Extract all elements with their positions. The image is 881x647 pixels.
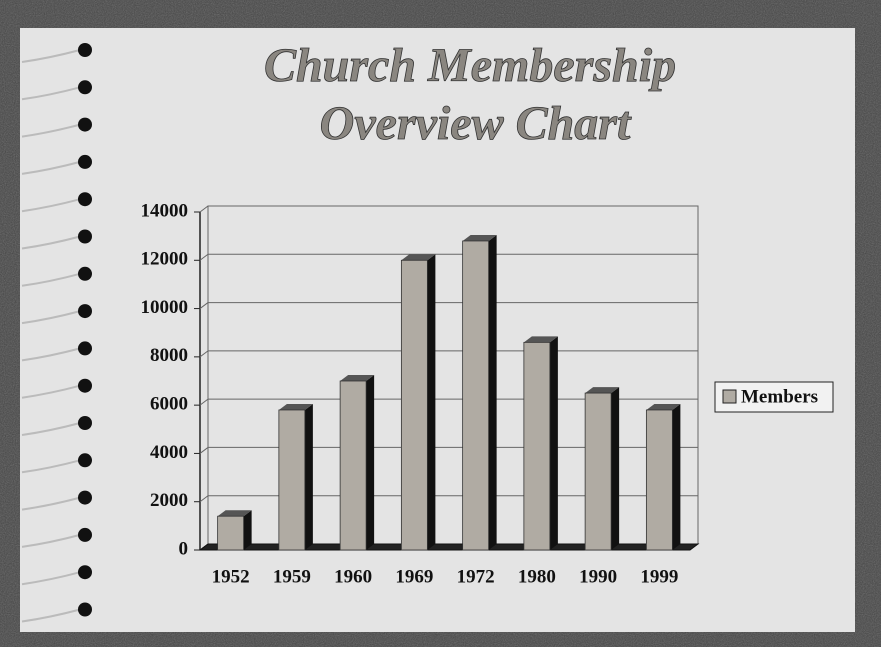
ring-hole [78, 453, 92, 468]
y-tick-label: 12000 [141, 249, 189, 270]
floor [198, 543, 700, 551]
x-tick-label: 1999 [640, 566, 678, 587]
ring-wire [21, 310, 81, 325]
ring-hole [78, 341, 92, 356]
bar [217, 515, 245, 551]
ring-hole [78, 192, 92, 207]
ring-hole [78, 43, 92, 57]
grid-line [199, 350, 209, 358]
bar-side [549, 336, 558, 550]
y-tick-label: 2000 [150, 490, 188, 511]
ring-hole [78, 602, 92, 617]
bar [339, 380, 367, 551]
bar-side [672, 403, 681, 550]
bar-top [523, 336, 558, 343]
x-tick-label: 1972 [457, 566, 495, 587]
grid-line [199, 398, 209, 406]
y-tick-label: 10000 [141, 297, 189, 318]
ring-wire [21, 384, 81, 399]
paper [20, 28, 855, 632]
ring-wire [21, 235, 81, 250]
ring-wire [21, 49, 81, 63]
ring-wire [21, 160, 81, 175]
ring-wire [21, 272, 81, 287]
ring-wire [21, 86, 81, 101]
spiral-binding [21, 43, 92, 623]
chart-title: Church Membership [264, 39, 676, 92]
bar [645, 409, 673, 551]
bar-top [217, 510, 252, 517]
bar-top [462, 234, 497, 241]
y-tick-label: 4000 [150, 442, 188, 463]
ring-wire [21, 608, 81, 623]
ring-hole [78, 565, 92, 580]
ring-wire [21, 123, 81, 138]
x-tick-label: 1990 [579, 566, 617, 587]
y-tick-label: 14000 [141, 200, 189, 221]
y-tick-label: 0 [179, 538, 189, 559]
ring-hole [78, 266, 92, 281]
grid-line [199, 253, 209, 261]
grid-line [199, 447, 209, 454]
ring-wire [21, 347, 81, 362]
legend-swatch [722, 389, 737, 404]
bar [523, 341, 551, 551]
legend-label: Members [741, 386, 818, 407]
bar-side [243, 510, 252, 550]
grid-line [199, 495, 209, 503]
bar-top [646, 403, 681, 410]
bar-side [366, 375, 375, 550]
grid-line [199, 302, 209, 309]
ring-hole [78, 154, 92, 169]
ring-wire [21, 198, 81, 213]
bar-top [340, 375, 375, 381]
ring-wire [21, 459, 81, 474]
bar [400, 259, 428, 551]
ring-hole [78, 416, 92, 430]
bar-side [488, 234, 497, 550]
bar [584, 392, 612, 551]
chart-title: Overview Chart [320, 97, 632, 150]
x-tick-label: 1980 [518, 566, 556, 587]
ring-hole [78, 80, 92, 95]
ring-hole [78, 304, 92, 319]
ring-wire [21, 533, 81, 548]
bar-side [304, 403, 313, 550]
bar-side [427, 254, 436, 551]
ring-hole [78, 229, 92, 244]
y-tick-label: 6000 [150, 394, 188, 415]
y-tick-label: 8000 [150, 345, 188, 366]
bar-side [611, 387, 620, 550]
ring-wire [21, 571, 81, 586]
x-tick-label: 1952 [212, 566, 250, 587]
bar [462, 240, 490, 551]
bar-top [278, 403, 313, 410]
x-tick-label: 1969 [395, 566, 433, 587]
ring-hole [78, 117, 92, 132]
bar [278, 409, 306, 551]
ring-wire [21, 422, 81, 436]
x-tick-label: 1959 [273, 566, 311, 587]
x-tick-label: 1960 [334, 566, 372, 587]
bar-top [585, 387, 620, 394]
ring-wire [21, 496, 81, 511]
ring-hole [78, 378, 92, 393]
ring-hole [78, 527, 92, 542]
ring-hole [78, 490, 92, 505]
grid-line [199, 205, 209, 213]
bar-top [401, 254, 436, 261]
